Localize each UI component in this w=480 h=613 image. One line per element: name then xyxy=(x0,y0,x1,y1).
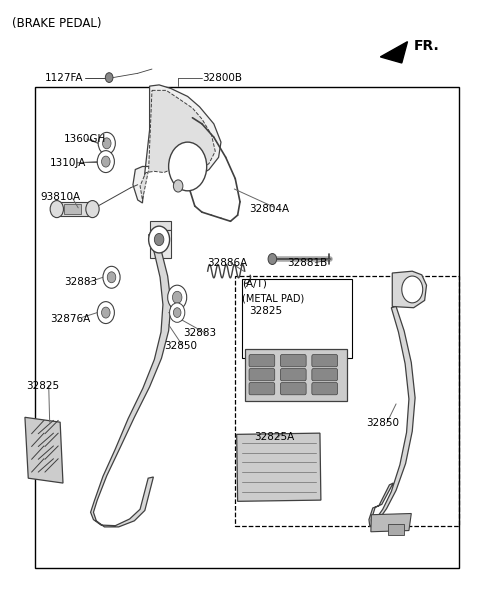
Text: FR.: FR. xyxy=(414,39,439,53)
Polygon shape xyxy=(237,433,321,501)
Circle shape xyxy=(168,285,187,310)
FancyBboxPatch shape xyxy=(249,383,275,395)
Text: 32881B: 32881B xyxy=(288,257,328,268)
Circle shape xyxy=(98,132,115,154)
Text: 32825: 32825 xyxy=(250,306,283,316)
Polygon shape xyxy=(371,514,411,531)
Circle shape xyxy=(155,234,164,246)
Polygon shape xyxy=(369,306,415,527)
Text: (BRAKE PEDAL): (BRAKE PEDAL) xyxy=(12,17,101,30)
FancyBboxPatch shape xyxy=(280,354,306,367)
Text: 32804A: 32804A xyxy=(250,204,289,214)
Polygon shape xyxy=(64,204,81,214)
FancyBboxPatch shape xyxy=(312,354,337,367)
Polygon shape xyxy=(387,525,404,535)
Circle shape xyxy=(107,272,116,283)
Text: 1360GH: 1360GH xyxy=(64,134,106,144)
Circle shape xyxy=(97,151,114,172)
Text: 32850: 32850 xyxy=(164,341,197,351)
Text: 32876A: 32876A xyxy=(49,314,90,324)
Bar xyxy=(235,276,459,526)
Circle shape xyxy=(169,303,185,322)
FancyBboxPatch shape xyxy=(312,368,337,381)
Text: 32886A: 32886A xyxy=(207,257,247,268)
Polygon shape xyxy=(25,417,63,483)
FancyBboxPatch shape xyxy=(280,383,306,395)
Circle shape xyxy=(172,291,182,303)
Circle shape xyxy=(268,254,276,264)
Bar xyxy=(36,87,459,568)
Text: 32825A: 32825A xyxy=(254,432,295,443)
Text: 32825: 32825 xyxy=(26,381,59,390)
Polygon shape xyxy=(245,349,347,401)
Circle shape xyxy=(173,180,183,192)
Polygon shape xyxy=(150,221,171,230)
Circle shape xyxy=(173,308,181,318)
Circle shape xyxy=(103,138,111,149)
Circle shape xyxy=(402,276,423,303)
Circle shape xyxy=(86,200,99,218)
FancyBboxPatch shape xyxy=(312,383,337,395)
Circle shape xyxy=(168,142,207,191)
Text: 1127FA: 1127FA xyxy=(45,73,84,83)
Text: 1310JA: 1310JA xyxy=(49,158,86,169)
Circle shape xyxy=(149,226,169,253)
Polygon shape xyxy=(150,230,171,258)
FancyBboxPatch shape xyxy=(249,368,275,381)
Text: 32850: 32850 xyxy=(366,419,399,428)
Text: 32883: 32883 xyxy=(64,277,97,287)
Text: 32800B: 32800B xyxy=(202,73,242,83)
Polygon shape xyxy=(380,42,408,63)
FancyBboxPatch shape xyxy=(280,368,306,381)
Text: (A/T): (A/T) xyxy=(242,279,267,289)
Text: 32883: 32883 xyxy=(183,329,216,338)
Circle shape xyxy=(50,200,63,218)
Polygon shape xyxy=(392,271,427,308)
Polygon shape xyxy=(57,202,93,216)
Circle shape xyxy=(102,307,110,318)
Text: (METAL PAD): (METAL PAD) xyxy=(242,294,305,303)
Polygon shape xyxy=(140,90,215,200)
Text: 93810A: 93810A xyxy=(40,192,80,202)
Bar xyxy=(242,279,352,358)
Circle shape xyxy=(103,266,120,288)
Polygon shape xyxy=(133,85,221,203)
Polygon shape xyxy=(91,234,171,527)
FancyBboxPatch shape xyxy=(249,354,275,367)
Circle shape xyxy=(97,302,114,324)
Circle shape xyxy=(105,73,113,83)
Circle shape xyxy=(102,156,110,167)
